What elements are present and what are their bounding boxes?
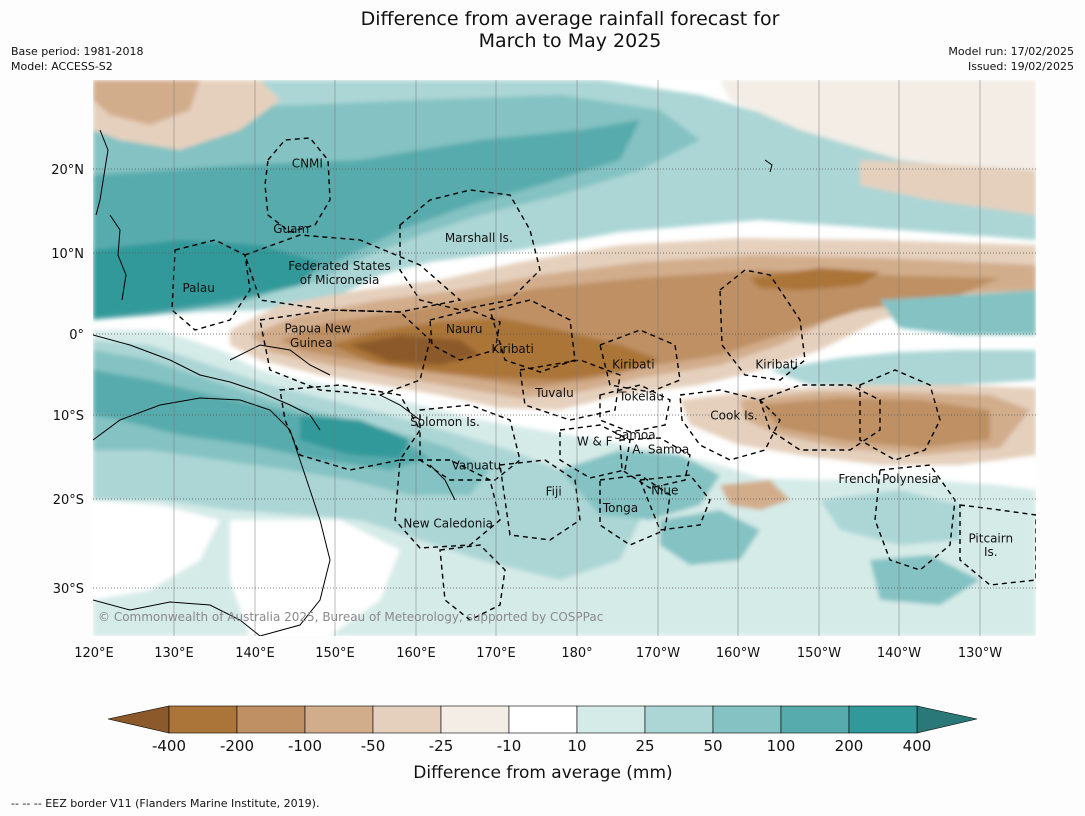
place-label: Kiribati [612,357,654,371]
lon-label: 120°E [74,646,114,661]
lon-label: 150°W [797,646,841,661]
place-label: Tuvalu [534,386,574,400]
lon-label: 130°W [958,646,1002,661]
place-label: W & F [577,435,613,449]
place-label: Marshall Is. [445,231,513,245]
colorbar-tick-label: -25 [429,737,454,755]
eez-source-note: -- -- -- EEZ border V11 (Flanders Marine… [11,797,320,810]
place-label: Niue [651,484,678,498]
colorbar: -400 -200 -100 -50 -25 -10 10 25 50 100 200 400 Dif… [107,705,978,783]
base-model-info: Base period: 1981-2018 Model: ACCESS-S2 [11,44,143,74]
place-label: Palau [182,281,214,295]
place-label: Kiribati [755,357,797,371]
lon-label: 160°W [716,646,760,661]
place-label: Pitcairn [968,531,1013,545]
place-label: CNMI [292,157,323,171]
lon-label: 170°E [476,646,516,661]
lat-label: 0° [69,328,84,343]
colorbar-swatch [440,705,510,734]
colorbar-tick-label: 100 [767,737,796,755]
latitude-labels: 20°N 10°N 0° 10°S 20°S 30°S [51,163,84,597]
lat-label: 20°N [51,163,84,178]
colorbar-tick-label: -50 [361,737,386,755]
colorbar-tick-label: 400 [903,737,932,755]
colorbar-swatch [576,705,646,734]
colorbar-swatch [372,705,442,734]
colorbar-swatch [712,705,782,734]
colorbar-swatch [644,705,714,734]
place-label: Is. [984,545,998,559]
colorbar-swatch [508,705,578,734]
lat-label: 20°S [53,493,84,508]
place-label: Guam [273,222,309,236]
colorbar-tick-label: 50 [703,737,722,755]
lat-label: 30°S [53,582,84,597]
colorbar-tick-label: -100 [288,737,322,755]
lon-label: 130°E [154,646,194,661]
place-label: of Micronesia [300,273,380,287]
place-label: Nauru [446,322,482,336]
place-label: Federated States [288,259,390,273]
longitude-labels: 120°E 130°E 140°E 150°E 160°E 170°E 180°… [74,646,1002,661]
lat-label: 10°S [53,409,84,424]
colorbar-high-extend [916,705,978,734]
colorbar-low-extend [107,705,170,734]
colorbar-tick-label: -10 [497,737,522,755]
lon-label: 140°E [235,646,275,661]
title-line-1: Difference from average rainfall forecas… [360,8,780,30]
place-label: Guinea [290,336,333,350]
lon-label: 160°E [396,646,436,661]
place-label: Tonga [602,501,638,515]
place-label: Vanuatu [452,458,502,472]
place-label: Samoa [614,428,655,442]
model-name: Model: ACCESS-S2 [11,60,113,73]
colorbar-swatch [236,705,306,734]
issued-date: Issued: 19/02/2025 [967,60,1074,73]
colorbar-tick-label: -200 [220,737,254,755]
colorbar-title: Difference from average (mm) [413,763,672,783]
lon-label: 150°E [315,646,355,661]
place-label: Solomon Is. [410,415,480,429]
base-period: Base period: 1981-2018 [11,45,144,58]
eez-borders [171,137,1036,621]
place-label: New Caledonia [403,517,493,531]
colorbar-tick-label: 200 [835,737,864,755]
lon-label: 170°W [636,646,680,661]
place-label: Kiribati [491,342,533,356]
colorbar-tick-label: 10 [567,737,586,755]
place-label: Tokelau [618,389,664,403]
colorbar-tick-label: -400 [152,737,186,755]
run-issue-info: Model run: 17/02/2025 Issued: 19/02/2025 [948,44,1074,74]
lon-label: 180° [561,646,592,661]
colorbar-swatch [848,705,918,734]
colorbar-swatch [168,705,238,734]
colorbar-tick-label: 25 [635,737,654,755]
colorbar-swatch [780,705,850,734]
copyright-text: © Commonwealth of Australia 2025, Bureau… [98,610,603,624]
place-label: French Polynesia [838,472,938,486]
place-label: Cook Is. [710,408,757,422]
place-label: A. Samoa [632,443,689,457]
lat-label: 10°N [51,247,84,262]
model-run: Model run: 17/02/2025 [948,45,1074,58]
title-line-2: March to May 2025 [478,30,662,52]
map-title: Difference from average rainfall forecas… [270,8,870,52]
lon-label: 140°W [877,646,921,661]
place-label: Fiji [546,485,562,499]
place-label: Papua New [284,321,351,335]
colorbar-swatch [304,705,374,734]
gridlines [173,80,981,636]
